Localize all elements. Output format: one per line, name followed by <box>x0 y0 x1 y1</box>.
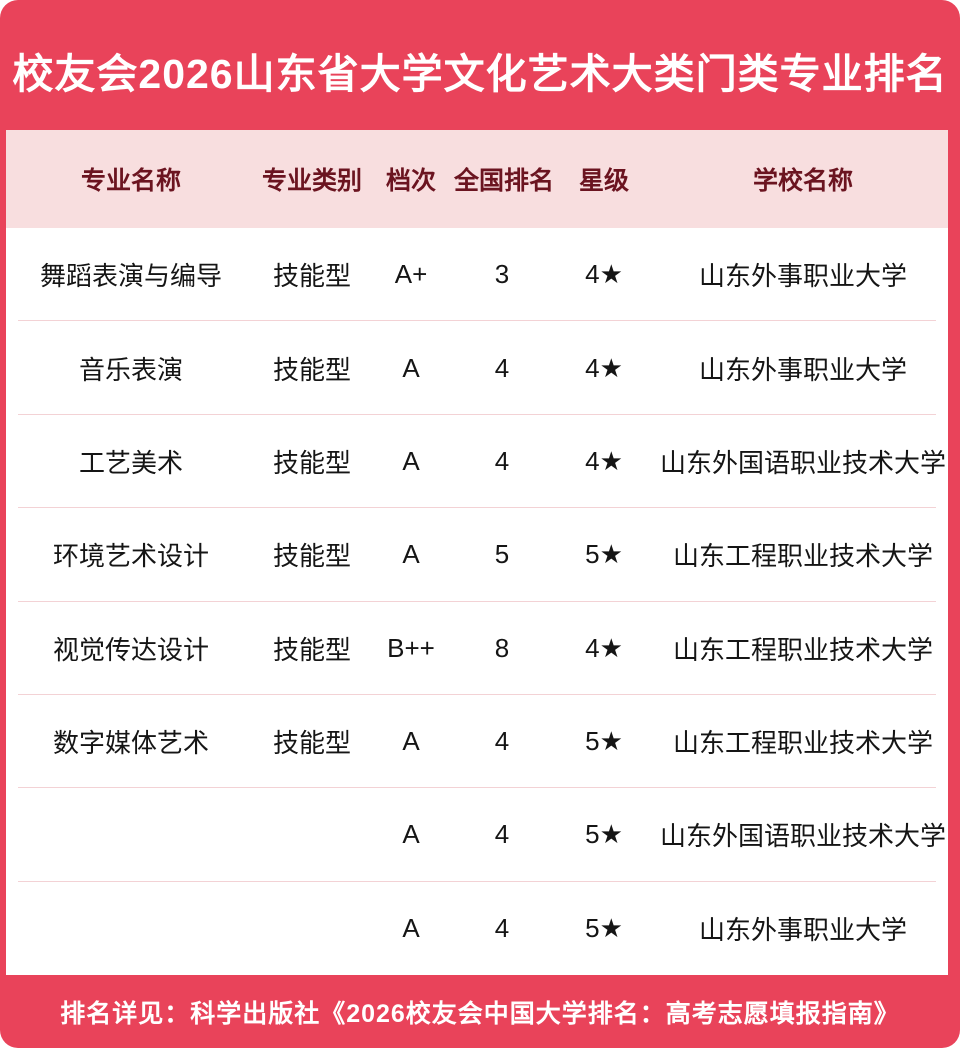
column-header-1: 专业类别 <box>261 167 362 195</box>
table-cell: 山东外国语职业技术大学 <box>659 447 946 478</box>
column-header-4: 星级 <box>578 167 629 195</box>
table-cell: A <box>402 726 420 757</box>
table-row: 视觉传达设计 技能型 B++ 8 4★ 山东工程职业技术大学 <box>6 602 948 696</box>
column-header-2: 档次 <box>385 167 436 195</box>
table-cell: A <box>402 352 420 383</box>
table-cell: 4 <box>494 912 510 943</box>
table-row: A 4 5★ 山东外国语职业技术大学 <box>6 788 948 883</box>
table-cell: 山东外事职业大学 <box>698 354 907 385</box>
table-row: 数字媒体艺术 技能型 A 4 5★ 山东工程职业技术大学 <box>6 695 948 789</box>
table-cell: A <box>402 912 420 943</box>
table-cell: 4★ <box>585 352 623 383</box>
table-cell: A+ <box>394 259 428 290</box>
table-cell: 音乐表演 <box>78 354 183 385</box>
table-cell: 4★ <box>585 632 623 663</box>
table-row: 舞蹈表演与编导 技能型 A+ 3 4★ 山东外事职业大学 <box>6 228 948 322</box>
table-cell: 5★ <box>585 912 623 943</box>
column-header-3: 全国排名 <box>454 167 555 195</box>
table-cell: 山东工程职业技术大学 <box>672 728 933 759</box>
table-cell: 山东外事职业大学 <box>698 914 907 945</box>
table-cell: 山东外事职业大学 <box>698 261 907 292</box>
column-header-0: 专业名称 <box>80 167 181 195</box>
table-cell: 5★ <box>585 539 623 570</box>
table-cell: 技能型 <box>272 447 351 478</box>
table-cell: 4 <box>494 445 510 476</box>
table-cell: 视觉传达设计 <box>52 634 209 665</box>
table-cell: 5 <box>494 539 510 570</box>
column-header-5: 学校名称 <box>752 167 853 195</box>
table-cell: 4 <box>494 726 510 757</box>
footer-banner: 排名详见：科学出版社《2026校友会中国大学排名：高考志愿填报指南》 <box>0 975 960 1048</box>
table-cell: 技能型 <box>272 354 351 385</box>
table-cell: 4★ <box>585 259 623 290</box>
table-cell: A <box>402 445 420 476</box>
table-cell: 山东工程职业技术大学 <box>672 634 933 665</box>
table-cell: 工艺美术 <box>78 447 183 478</box>
table-cell: A <box>402 819 420 850</box>
table-row: A 4 5★ 山东外事职业大学 <box>6 882 948 975</box>
table-cell: B++ <box>387 632 435 663</box>
table-cell: 技能型 <box>272 728 351 759</box>
table-rows: 舞蹈表演与编导 技能型 A+ 3 4★ 山东外事职业大学 音乐表演 技能型 A 4 4★ 山东外事职业… <box>6 228 948 975</box>
table-cell: 4 <box>494 819 510 850</box>
title-banner: 校友会2026山东省大学文化艺术大类门类专业排名 <box>0 0 960 130</box>
table-row: 环境艺术设计 技能型 A 5 5★ 山东工程职业技术大学 <box>6 508 948 602</box>
ranking-table: 专业名称 专业类别 档次 全国排名 星级 学校名称 舞蹈表演与编导 技能型 A+ 3 4★ 山东外事… <box>6 130 948 975</box>
table-cell: 山东外国语职业技术大学 <box>659 821 946 852</box>
table-cell: 技能型 <box>272 541 351 572</box>
table-header-row: 专业名称 专业类别 档次 全国排名 星级 学校名称 <box>6 130 948 228</box>
table-cell: 数字媒体艺术 <box>52 728 209 759</box>
page-title: 校友会2026山东省大学文化艺术大类门类专业排名 <box>12 51 948 97</box>
table-cell: 8 <box>494 632 510 663</box>
table-cell: 5★ <box>585 819 623 850</box>
table-cell: 山东工程职业技术大学 <box>672 541 933 572</box>
table-row: 工艺美术 技能型 A 4 4★ 山东外国语职业技术大学 <box>6 415 948 509</box>
table-cell: 4★ <box>585 445 623 476</box>
table-cell: 技能型 <box>272 634 351 665</box>
table-cell: 3 <box>494 259 510 290</box>
table-row: 音乐表演 技能型 A 4 4★ 山东外事职业大学 <box>6 321 948 416</box>
table-cell: 舞蹈表演与编导 <box>39 261 222 292</box>
footer-note: 排名详见：科学出版社《2026校友会中国大学排名：高考志愿填报指南》 <box>60 999 900 1028</box>
table-cell: 环境艺术设计 <box>52 541 209 572</box>
table-cell: 5★ <box>585 726 623 757</box>
table-cell: 4 <box>494 352 510 383</box>
table-cell: 技能型 <box>272 261 351 292</box>
table-cell: A <box>402 539 420 570</box>
